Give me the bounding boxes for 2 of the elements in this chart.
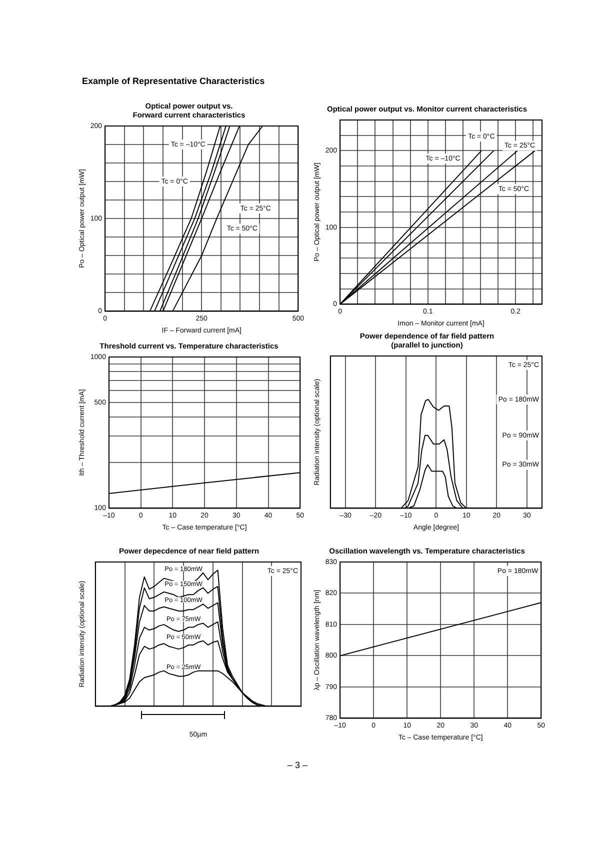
text: – 3 – — [286, 760, 309, 770]
text: Example of Representative Characteristics — [82, 76, 265, 86]
